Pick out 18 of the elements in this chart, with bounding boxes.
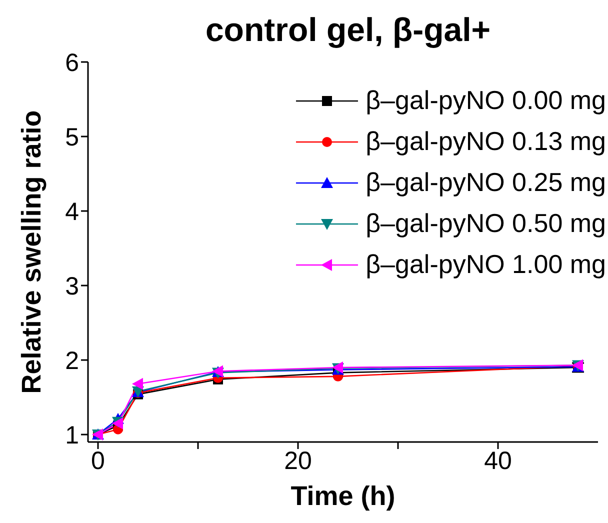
x-axis-title: Time (h) bbox=[290, 481, 396, 511]
legend-label: β–gal-pyNO 0.50 mg bbox=[366, 207, 606, 240]
chart-title: control gel, β-gal+ bbox=[205, 11, 491, 48]
y-tick-label: 1 bbox=[65, 421, 79, 450]
y-tick-label: 2 bbox=[65, 346, 79, 375]
legend-label: β–gal-pyNO 0.00 mg bbox=[366, 84, 606, 117]
x-tick-label: 20 bbox=[284, 446, 312, 475]
x-tick-label: 40 bbox=[484, 446, 512, 475]
legend-label: β–gal-pyNO 0.13 mg bbox=[366, 125, 606, 158]
y-tick-label: 6 bbox=[65, 48, 79, 77]
legend-label: β–gal-pyNO 1.00 mg bbox=[366, 248, 606, 281]
y-tick-label: 4 bbox=[65, 198, 80, 226]
y-axis-title: Relative swelling ratio bbox=[16, 110, 47, 394]
y-tick-label: 3 bbox=[65, 272, 79, 300]
legend-label: β–gal-pyNO 0.25 mg bbox=[366, 166, 606, 199]
point bbox=[132, 378, 143, 390]
y-tick-label: 5 bbox=[65, 123, 79, 152]
x-tick-label: 0 bbox=[91, 446, 105, 475]
